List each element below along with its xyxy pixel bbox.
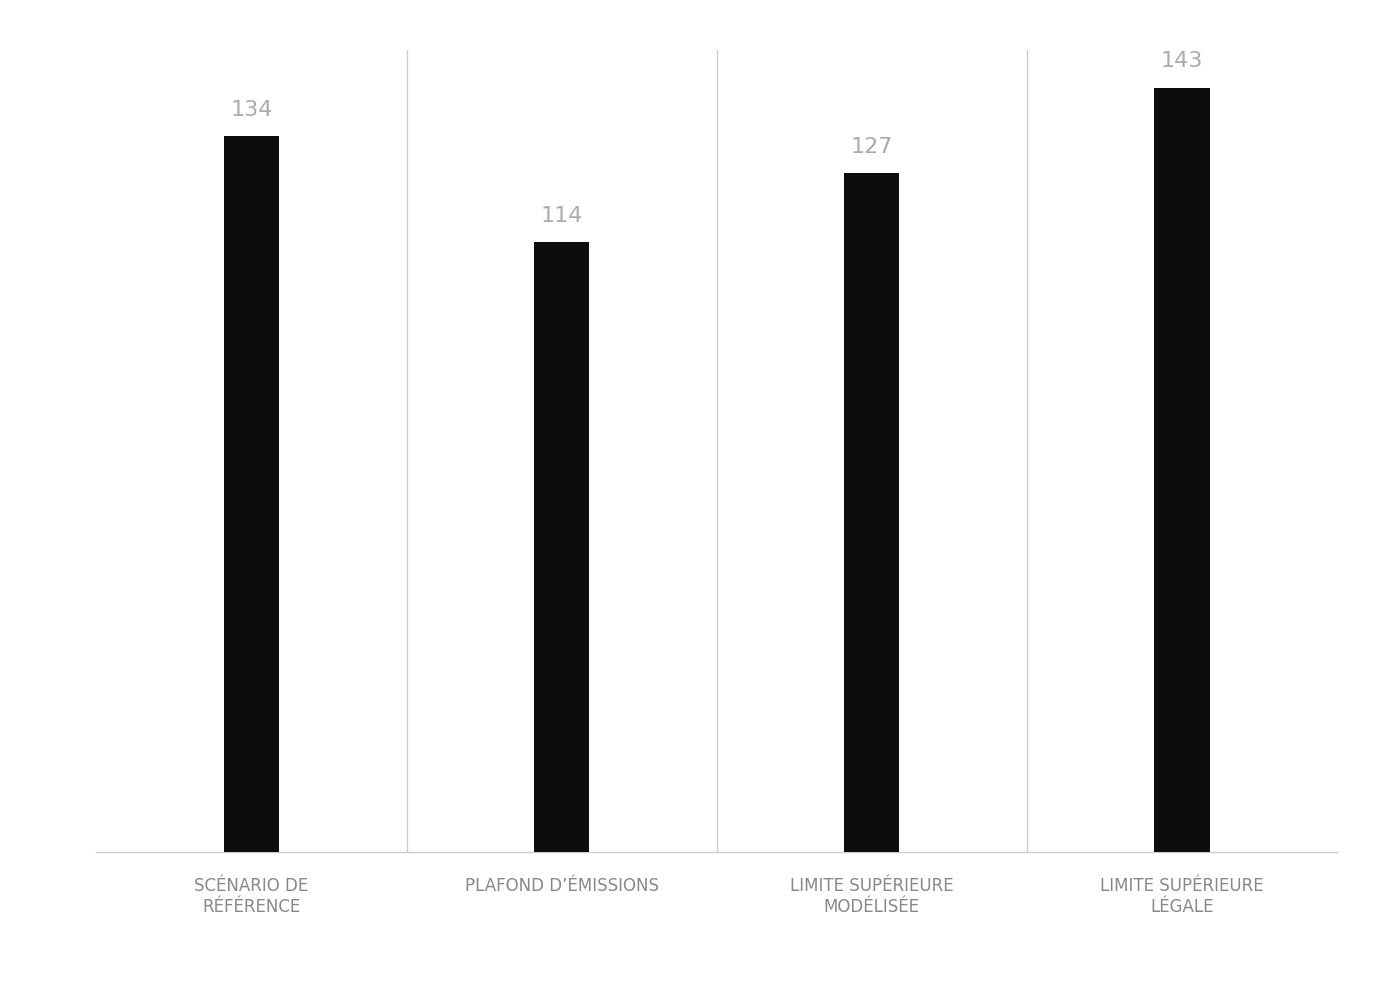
Text: 143: 143 bbox=[1160, 51, 1203, 71]
Text: 134: 134 bbox=[230, 99, 273, 119]
Bar bbox=[533, 242, 590, 852]
Text: 114: 114 bbox=[540, 206, 583, 226]
Text: 127: 127 bbox=[850, 137, 893, 157]
Bar bbox=[843, 173, 900, 852]
Bar bbox=[223, 135, 280, 852]
Bar bbox=[1153, 87, 1210, 852]
